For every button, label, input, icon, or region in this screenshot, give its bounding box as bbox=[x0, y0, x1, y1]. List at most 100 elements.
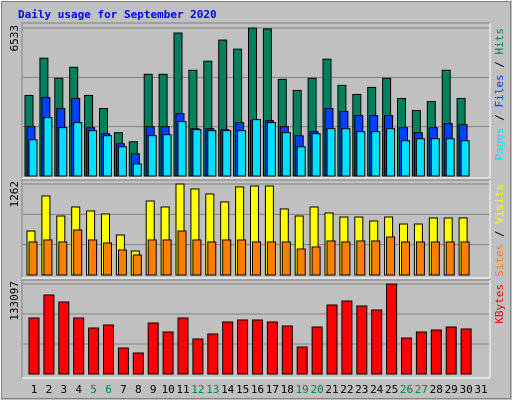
bar bbox=[28, 241, 38, 276]
x-tick-label: 4 bbox=[75, 383, 82, 396]
bar bbox=[326, 128, 336, 177]
x-tick-label: 16 bbox=[251, 383, 264, 396]
bar bbox=[252, 119, 261, 177]
bar bbox=[460, 328, 472, 375]
bar bbox=[88, 327, 100, 375]
bar bbox=[371, 240, 381, 276]
x-tick-label: 5 bbox=[90, 383, 97, 396]
bar bbox=[28, 317, 40, 375]
bar bbox=[103, 242, 112, 276]
bar bbox=[371, 131, 381, 177]
bar bbox=[73, 122, 83, 177]
bar bbox=[445, 138, 455, 177]
x-tick-label: 29 bbox=[445, 383, 458, 396]
bar bbox=[103, 324, 114, 375]
bar bbox=[356, 240, 366, 276]
x-tick-label: 7 bbox=[120, 383, 127, 396]
x-tick-label: 22 bbox=[340, 383, 353, 396]
bar bbox=[252, 241, 261, 276]
bar bbox=[326, 304, 338, 375]
x-tick-label: 13 bbox=[206, 383, 219, 396]
bar bbox=[73, 229, 83, 276]
x-tick-label: 3 bbox=[60, 383, 67, 396]
bar bbox=[177, 230, 187, 276]
bar bbox=[73, 317, 85, 375]
x-tick-label: 14 bbox=[221, 383, 235, 396]
bar bbox=[237, 319, 249, 375]
bar bbox=[296, 146, 306, 177]
bar bbox=[460, 241, 470, 276]
bar bbox=[43, 117, 53, 177]
x-tick-label: 30 bbox=[459, 383, 472, 396]
bar bbox=[43, 294, 55, 375]
bar bbox=[266, 321, 278, 375]
bar bbox=[192, 239, 202, 276]
legend: Sites / Visits bbox=[493, 184, 506, 277]
bar bbox=[132, 163, 142, 177]
bar bbox=[207, 130, 217, 177]
bar bbox=[311, 246, 321, 276]
x-tick-label: 18 bbox=[281, 383, 294, 396]
bar bbox=[356, 131, 366, 177]
bar bbox=[341, 241, 351, 276]
x-tick-label: 10 bbox=[161, 383, 174, 396]
bar bbox=[415, 241, 425, 276]
bar bbox=[58, 241, 68, 276]
bar bbox=[386, 236, 396, 276]
legend: KBytes bbox=[493, 284, 506, 324]
bar bbox=[132, 254, 142, 276]
bar bbox=[311, 326, 323, 375]
x-tick-label: 23 bbox=[355, 383, 368, 396]
x-tick-label: 31 bbox=[474, 383, 487, 396]
bar bbox=[103, 135, 112, 177]
bar bbox=[117, 146, 127, 177]
bar bbox=[356, 305, 368, 375]
bar bbox=[58, 301, 70, 375]
x-tick-label: 11 bbox=[176, 383, 189, 396]
legend-entry: Hits bbox=[493, 28, 506, 55]
bar bbox=[147, 135, 157, 177]
legend-entry: Pages bbox=[493, 127, 506, 160]
bar bbox=[237, 239, 247, 276]
bar bbox=[43, 239, 53, 276]
legend-separator: / bbox=[493, 224, 506, 244]
x-tick-label: 1 bbox=[31, 383, 38, 396]
bar bbox=[430, 329, 442, 375]
bar bbox=[162, 331, 174, 375]
bar bbox=[415, 331, 427, 375]
x-tick-label: 25 bbox=[385, 383, 398, 396]
bar bbox=[222, 321, 234, 375]
legend-entry: Visits bbox=[493, 184, 506, 224]
bar bbox=[386, 128, 396, 177]
bar bbox=[147, 239, 157, 276]
bar bbox=[177, 121, 187, 177]
bar bbox=[430, 241, 440, 276]
bar bbox=[237, 130, 247, 177]
bar bbox=[88, 239, 98, 276]
bar bbox=[222, 130, 232, 177]
bar bbox=[341, 128, 351, 177]
bar bbox=[281, 241, 291, 276]
bar bbox=[445, 326, 457, 375]
bar bbox=[281, 325, 293, 375]
legend: Pages / Files / Hits bbox=[493, 28, 506, 161]
bar bbox=[326, 240, 336, 276]
bar bbox=[311, 133, 321, 177]
bar bbox=[192, 338, 204, 375]
bar bbox=[162, 239, 172, 276]
bar bbox=[147, 322, 159, 375]
y-tick-label: 1262 bbox=[8, 181, 21, 208]
bar bbox=[88, 130, 98, 177]
x-tick-label: 24 bbox=[370, 383, 384, 396]
bar bbox=[222, 239, 232, 276]
bar bbox=[117, 347, 129, 375]
y-tick-label: 133097 bbox=[8, 281, 21, 321]
x-tick-label: 15 bbox=[236, 383, 249, 396]
x-tick-label: 12 bbox=[191, 383, 204, 396]
bar bbox=[371, 309, 383, 375]
bar bbox=[266, 241, 276, 276]
x-tick-label: 21 bbox=[325, 383, 338, 396]
legend-entry: Files bbox=[493, 74, 506, 107]
